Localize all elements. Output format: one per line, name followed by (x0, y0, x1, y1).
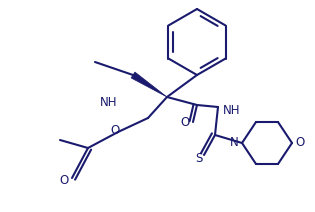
Text: O: O (59, 174, 69, 187)
Text: N: N (230, 137, 239, 149)
Text: O: O (295, 137, 304, 149)
Text: O: O (110, 124, 120, 137)
Text: NH: NH (223, 103, 240, 117)
Text: S: S (195, 152, 203, 166)
Text: O: O (180, 116, 190, 128)
Polygon shape (131, 72, 167, 97)
Text: NH: NH (100, 96, 118, 110)
